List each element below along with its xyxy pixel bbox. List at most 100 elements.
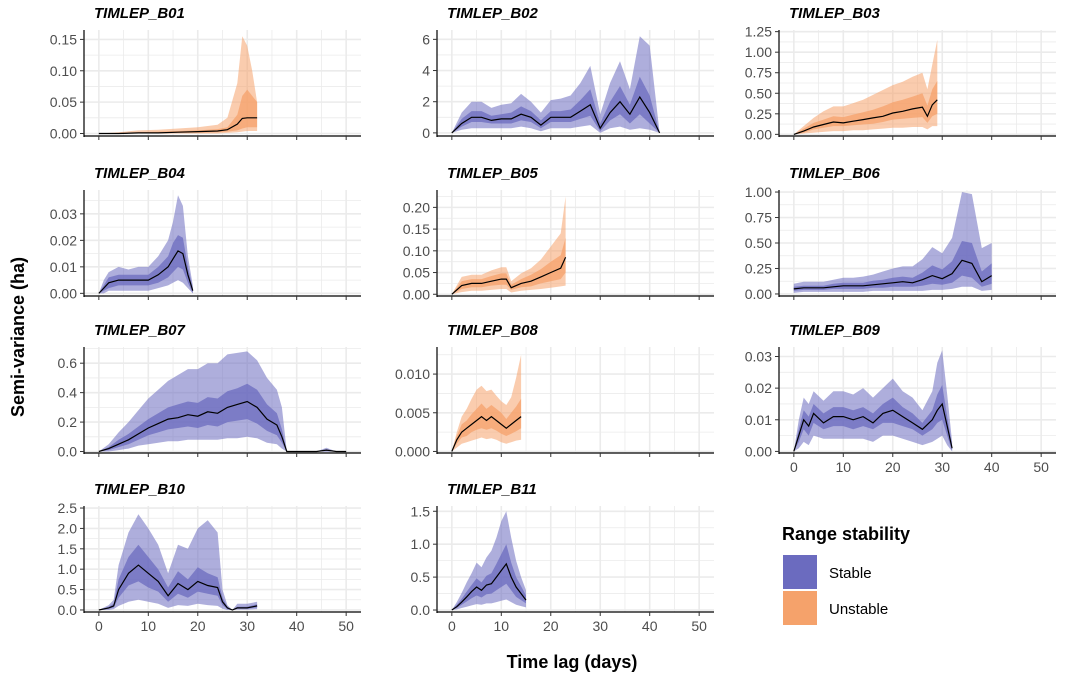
- mean-line: [98, 564, 258, 611]
- y-tick-label: 0.25: [745, 260, 772, 276]
- x-tick-label: 10: [494, 618, 510, 634]
- y-tick-label: 0.5: [58, 582, 78, 598]
- y-tick-label: 6: [422, 31, 430, 47]
- panel-title: TIMLEP_B07: [94, 322, 186, 339]
- y-tick-label: 0.05: [50, 94, 77, 110]
- legend-label-stable: Stable: [829, 565, 872, 582]
- y-tick-label: 1.5: [411, 503, 431, 519]
- outer-band: [451, 196, 566, 295]
- inner-band: [451, 398, 522, 452]
- y-tick-label: 0.010: [395, 366, 430, 382]
- y-tick-label: 0.05: [403, 265, 430, 281]
- y-tick-label: 1.0: [58, 561, 78, 577]
- y-tick-label: 4: [422, 63, 430, 79]
- y-tick-label: 0.00: [50, 285, 77, 301]
- y-tick-label: 0.75: [745, 65, 772, 81]
- x-tick-label: 30: [934, 459, 950, 475]
- x-tick-label: 30: [239, 618, 255, 634]
- x-tick-label: 20: [885, 459, 901, 475]
- y-tick-label: 0.10: [403, 243, 430, 259]
- y-tick-label: 1.00: [745, 184, 772, 200]
- y-tick-label: 0.000: [395, 443, 430, 459]
- y-tick-label: 0.4: [58, 385, 78, 401]
- y-tick-label: 0.02: [745, 380, 772, 396]
- y-tick-label: 0.00: [745, 443, 772, 459]
- mean-line: [98, 400, 347, 453]
- y-tick-label: 1.0: [411, 536, 431, 552]
- mean-line: [451, 95, 661, 134]
- y-tick-label: 0.00: [745, 126, 772, 142]
- panel-title: TIMLEP_B08: [447, 322, 539, 339]
- y-tick-label: 0.03: [50, 206, 77, 222]
- panel-title: TIMLEP_B09: [789, 322, 881, 339]
- y-tick-label: 0.01: [745, 412, 772, 428]
- panel-timlep-b04: TIMLEP_B04 0.00 0.01 0.02 0.03: [50, 165, 361, 301]
- y-tick-label: 1.25: [745, 24, 772, 40]
- y-axis-title: Semi-variance (ha): [8, 257, 28, 417]
- x-tick-label: 20: [543, 618, 559, 634]
- inner-band: [98, 235, 193, 294]
- outer-band: [98, 36, 258, 134]
- x-tick-label: 50: [691, 618, 707, 634]
- mean-line: [98, 250, 194, 294]
- inner-band: [793, 80, 938, 135]
- panel-title: TIMLEP_B06: [789, 165, 881, 182]
- x-tick-label: 0: [790, 459, 798, 475]
- y-tick-label: 0: [422, 125, 430, 141]
- y-tick-label: 0.03: [745, 348, 772, 364]
- y-tick-label: 0.10: [50, 63, 77, 79]
- inner-band: [793, 385, 953, 452]
- y-tick-label: 0.0: [58, 602, 78, 618]
- y-tick-label: 0.15: [50, 31, 77, 47]
- y-tick-label: 0.00: [745, 286, 772, 302]
- y-tick-label: 0.01: [50, 259, 77, 275]
- mean-line: [793, 402, 953, 452]
- panel-timlep-b09: TIMLEP_B09 0.00 0.01 0.02 0.03 0 10 20 30 40 50: [745, 322, 1056, 475]
- mean-line: [451, 257, 567, 295]
- panel-timlep-b05: TIMLEP_B05 0.00 0.05 0.10 0.15 0.20: [403, 165, 714, 302]
- mean-line: [98, 117, 258, 135]
- y-tick-label: 0.005: [395, 405, 430, 421]
- panel-title: TIMLEP_B05: [447, 165, 539, 182]
- y-tick-label: 0.20: [403, 199, 430, 215]
- mean-line: [451, 562, 527, 611]
- outer-band: [793, 350, 953, 452]
- y-tick-label: 0.50: [745, 85, 772, 101]
- inner-band: [98, 383, 347, 452]
- x-tick-label: 0: [95, 618, 103, 634]
- outer-band: [793, 192, 992, 293]
- panel-timlep-b06: TIMLEP_B06 0.00 0.25 0.50 0.75 1.00: [745, 165, 1056, 302]
- y-tick-label: 2.5: [58, 500, 78, 516]
- x-tick-label: 50: [1033, 459, 1049, 475]
- y-tick-label: 0.15: [403, 221, 430, 237]
- panel-title: TIMLEP_B04: [94, 165, 186, 182]
- panels-layer: TIMLEP_B010.000.050.100.15TIMLEP_B020246…: [50, 5, 1056, 634]
- x-tick-label: 0: [448, 618, 456, 634]
- y-tick-label: 0.25: [745, 106, 772, 122]
- y-tick-label: 0.00: [50, 125, 77, 141]
- panel-title: TIMLEP_B01: [94, 5, 185, 22]
- legend-title: Range stability: [782, 524, 910, 544]
- x-tick-label: 40: [642, 618, 658, 634]
- legend-label-unstable: Unstable: [829, 601, 888, 618]
- x-tick-label: 40: [984, 459, 1000, 475]
- outer-band: [451, 511, 526, 610]
- y-tick-label: 0.75: [745, 210, 772, 226]
- legend-swatch-stable: [783, 555, 817, 589]
- inner-band: [451, 237, 566, 295]
- y-tick-label: 0.00: [403, 286, 430, 302]
- x-tick-label: 20: [190, 618, 206, 634]
- y-tick-label: 2.0: [58, 520, 78, 536]
- y-tick-label: 1.5: [58, 541, 78, 557]
- y-tick-label: 0.5: [411, 569, 431, 585]
- mean-line: [451, 415, 522, 452]
- y-tick-label: 0.50: [745, 235, 772, 251]
- panel-title: TIMLEP_B02: [447, 5, 539, 22]
- y-tick-label: 0.0: [58, 444, 78, 460]
- x-tick-label: 10: [836, 459, 852, 475]
- x-tick-label: 50: [338, 618, 354, 634]
- y-tick-label: 2: [422, 94, 430, 110]
- panel-timlep-b10: TIMLEP_B10 0.0 0.5 1.0 1.5 2.0 2.5 0 10 20 30 40 50: [58, 481, 361, 634]
- panel-timlep-b02: TIMLEP_B02 0 2 4 6: [422, 5, 714, 141]
